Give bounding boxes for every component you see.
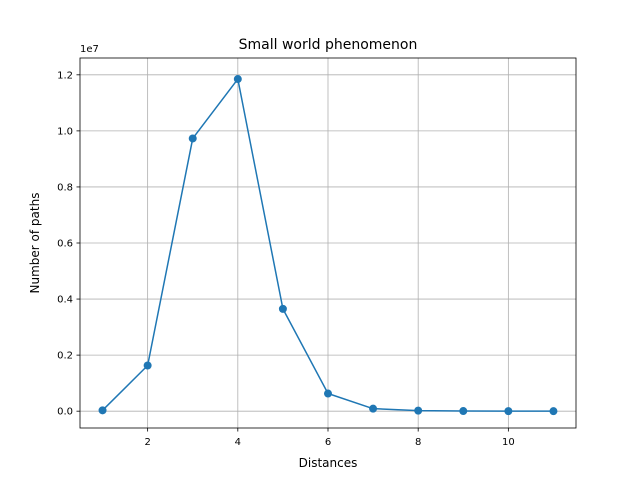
x-tick-label: 2: [144, 437, 150, 448]
y-axis: 0.0 0.2 0.4 0.6 0.8 1.0 1.2: [57, 70, 80, 418]
grid: [80, 58, 576, 428]
y-tick-label: 0.2: [57, 351, 73, 362]
data-point: [549, 407, 558, 416]
y-tick-label: 1.0: [57, 126, 73, 137]
data-point: [233, 75, 242, 84]
y-tick-label: 0.4: [57, 295, 73, 306]
y-tick-label: 0.6: [57, 239, 73, 250]
x-tick-label: 8: [415, 437, 421, 448]
x-tick-label: 6: [325, 437, 331, 448]
x-axis: 2 4 6 8 10: [144, 428, 515, 448]
series-layer: [98, 75, 558, 416]
x-axis-label: Distances: [299, 456, 358, 470]
data-point: [324, 389, 332, 398]
data-point: [143, 361, 152, 370]
y-axis-label: Number of paths: [28, 193, 42, 294]
data-point: [278, 304, 287, 313]
y-tick-label: 0.8: [57, 182, 73, 193]
data-point: [188, 134, 197, 143]
data-point: [414, 406, 423, 415]
y-tick-label: 0.0: [57, 407, 73, 418]
y-tick-label: 1.2: [57, 70, 73, 81]
y-axis-offset-label: 1e7: [80, 44, 99, 55]
chart-title: Small world phenomenon: [239, 37, 418, 53]
x-tick-label: 4: [235, 437, 241, 448]
data-point: [459, 407, 468, 416]
data-point: [504, 407, 513, 416]
data-point: [98, 406, 107, 415]
data-point: [369, 404, 378, 413]
x-tick-label: 10: [502, 437, 515, 448]
